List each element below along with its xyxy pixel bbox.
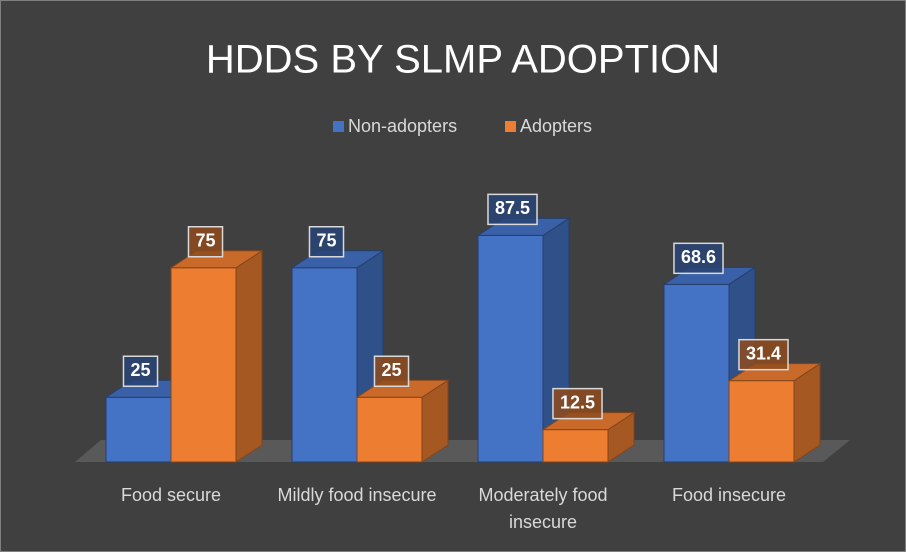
data-label: 75	[195, 231, 215, 251]
legend-swatch	[505, 121, 516, 132]
bar	[355, 379, 450, 463]
legend-label: Adopters	[520, 116, 592, 136]
bar	[727, 362, 822, 463]
bar-front	[291, 267, 358, 463]
data-label-box	[673, 242, 724, 275]
x-tick-label: Food insecure	[671, 485, 787, 505]
data-label: 31.4	[746, 343, 781, 363]
bar-front	[542, 429, 609, 463]
data-label-box	[487, 193, 538, 226]
data-label: 87.5	[495, 198, 530, 218]
legend-swatch	[333, 121, 344, 132]
chart-title: HDDS BY SLMP ADOPTION	[206, 38, 720, 82]
bar-front	[728, 380, 795, 463]
data-label: 12.5	[560, 392, 595, 412]
x-tick-label: Mildly food insecure	[277, 485, 437, 505]
bar-front	[105, 396, 172, 463]
data-label: 25	[130, 360, 150, 380]
bar-front	[356, 396, 423, 463]
data-label-box	[552, 387, 603, 420]
bar	[169, 249, 264, 463]
data-label-box	[738, 338, 789, 371]
x-tick-label: Food secure	[120, 485, 222, 505]
bar-front	[663, 283, 730, 463]
bar-side	[235, 249, 263, 463]
data-label-box	[122, 355, 159, 387]
data-label: 68.6	[681, 247, 716, 267]
data-label-box	[187, 226, 224, 258]
data-label: 25	[381, 360, 401, 380]
data-label: 75	[316, 231, 336, 251]
legend-label: Non-adopters	[348, 116, 457, 136]
floor	[75, 440, 850, 462]
data-label-box	[308, 226, 345, 258]
bar-front	[170, 267, 237, 463]
bar-front	[477, 234, 544, 463]
x-tick-label: Moderately food insecure	[478, 485, 608, 532]
data-label-box	[373, 355, 410, 387]
